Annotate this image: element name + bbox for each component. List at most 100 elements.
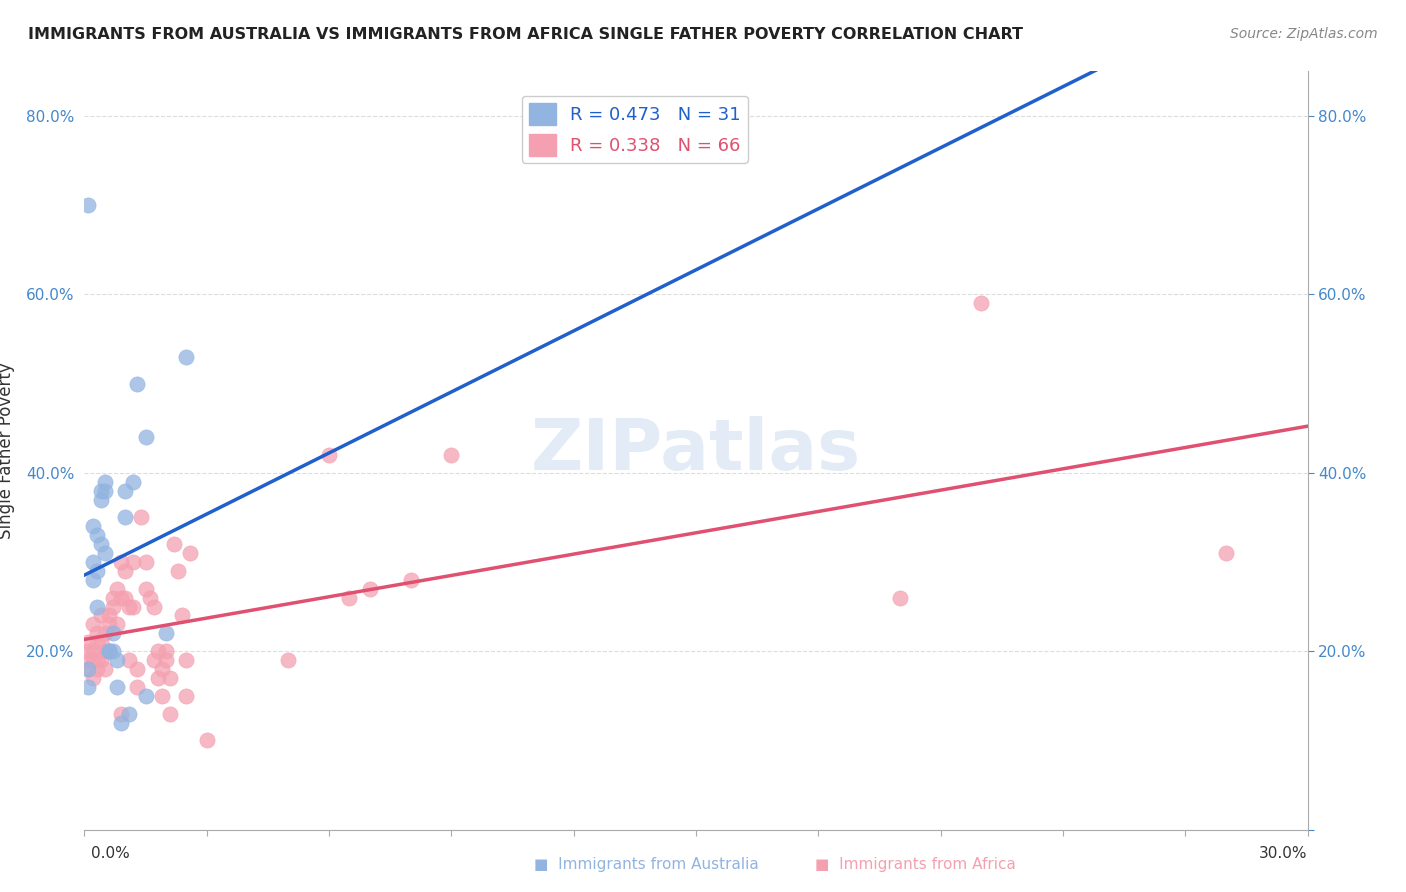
Legend: R = 0.473   N = 31, R = 0.338   N = 66: R = 0.473 N = 31, R = 0.338 N = 66 (522, 95, 748, 163)
Point (90, 635, 112, 649)
Text: Source: ZipAtlas.com: Source: ZipAtlas.com (1230, 27, 1378, 41)
Text: 30.0%: 30.0% (1260, 847, 1308, 861)
Point (105, 617, 128, 632)
Point (114, 564, 136, 578)
Point (159, 671, 181, 685)
Point (127, 680, 149, 694)
Point (146, 644, 169, 658)
Point (90, 537, 112, 551)
Point (93, 546, 115, 560)
Point (339, 591, 361, 605)
Point (93, 475, 115, 489)
Point (155, 644, 177, 658)
Point (155, 653, 177, 667)
Point (150, 662, 173, 676)
Y-axis label: Single Father Poverty: Single Father Poverty (0, 362, 15, 539)
Point (77, 662, 100, 676)
Point (90, 608, 112, 623)
Point (118, 653, 141, 667)
Point (174, 689, 197, 703)
Point (399, 573, 422, 587)
Point (77, 662, 100, 676)
Point (90, 492, 112, 507)
Point (179, 546, 201, 560)
Point (277, 653, 299, 667)
Point (135, 430, 157, 444)
Point (195, 733, 218, 747)
Point (93, 644, 115, 658)
Point (359, 582, 381, 596)
Point (97, 617, 120, 632)
Point (122, 475, 145, 489)
Point (86, 599, 108, 614)
Point (105, 653, 128, 667)
Point (142, 599, 165, 614)
Point (142, 653, 165, 667)
Point (82, 653, 104, 667)
Point (93, 662, 115, 676)
Point (127, 662, 149, 676)
Point (90, 483, 112, 498)
Point (86, 564, 108, 578)
Point (82, 617, 104, 632)
Point (86, 662, 108, 676)
Point (163, 537, 186, 551)
Point (82, 519, 104, 533)
Point (101, 626, 124, 640)
Point (101, 599, 124, 614)
Point (174, 653, 197, 667)
Point (110, 591, 132, 605)
Point (82, 573, 104, 587)
Point (135, 555, 157, 569)
Point (159, 706, 181, 721)
Point (77, 680, 100, 694)
Point (110, 555, 132, 569)
Point (138, 591, 160, 605)
Point (118, 599, 141, 614)
Point (167, 564, 190, 578)
Text: ZIPatlas: ZIPatlas (531, 416, 860, 485)
Point (150, 689, 173, 703)
Point (440, 448, 463, 462)
Point (97, 644, 120, 658)
Point (97, 644, 120, 658)
Point (77, 198, 100, 212)
Point (174, 350, 197, 364)
Text: IMMIGRANTS FROM AUSTRALIA VS IMMIGRANTS FROM AFRICA SINGLE FATHER POVERTY CORREL: IMMIGRANTS FROM AUSTRALIA VS IMMIGRANTS … (28, 27, 1024, 42)
Point (86, 528, 108, 542)
Point (135, 582, 157, 596)
Text: ■  Immigrants from Australia: ■ Immigrants from Australia (534, 857, 759, 872)
Point (114, 510, 136, 524)
Point (93, 483, 115, 498)
Point (82, 671, 104, 685)
Point (77, 653, 100, 667)
Point (127, 376, 149, 391)
Point (90, 653, 112, 667)
Point (970, 296, 993, 310)
Text: 0.0%: 0.0% (91, 847, 131, 861)
Point (146, 671, 169, 685)
Point (101, 644, 124, 658)
Point (105, 582, 128, 596)
Point (97, 608, 120, 623)
Point (93, 626, 115, 640)
Point (97, 644, 120, 658)
Point (86, 626, 108, 640)
Point (86, 635, 108, 649)
Point (122, 555, 145, 569)
Point (172, 608, 194, 623)
Point (131, 510, 153, 524)
Point (122, 599, 145, 614)
Point (82, 644, 104, 658)
Point (118, 706, 141, 721)
Point (105, 680, 128, 694)
Point (77, 635, 100, 649)
Point (318, 448, 340, 462)
Point (114, 591, 136, 605)
Point (155, 626, 177, 640)
Point (1215, 546, 1237, 560)
Point (889, 591, 911, 605)
Point (135, 689, 157, 703)
Point (86, 653, 108, 667)
Point (114, 483, 136, 498)
